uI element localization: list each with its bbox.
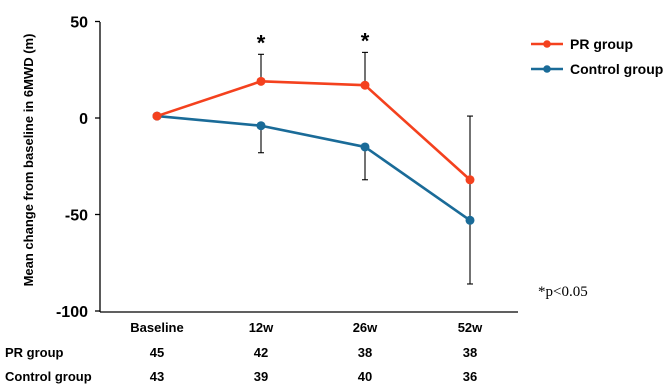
table-cell: 38: [358, 345, 372, 360]
table-row-label: PR group: [5, 345, 64, 360]
y-axis-label: Mean change from baseline in 6MWD (m): [21, 34, 36, 287]
data-point: [465, 175, 475, 185]
data-point: [360, 80, 370, 90]
y-tick-label: 50: [70, 15, 88, 32]
x-category-labels: Baseline 12w 26w 52w: [130, 320, 483, 335]
data-point: [360, 142, 370, 152]
data-point: [152, 111, 162, 121]
p-value-annotation: *p<0.05: [538, 284, 588, 300]
legend-label: Control group: [570, 61, 663, 77]
table-cell: 42: [254, 345, 268, 360]
legend: PR group Control group: [531, 36, 663, 77]
legend-marker: [543, 65, 551, 73]
error-bars: [258, 51, 473, 285]
table-cell: 40: [358, 369, 372, 384]
chart-axes: [99, 22, 518, 313]
y-ticks: 50 0 -50 -100: [56, 15, 100, 321]
significance-star: *: [257, 30, 266, 55]
legend-label: PR group: [570, 36, 633, 52]
legend-marker: [543, 40, 551, 48]
y-tick-label: -100: [56, 304, 88, 321]
table-cell: 36: [463, 369, 477, 384]
series-line-control-group: [156, 114, 471, 222]
data-point: [465, 215, 475, 225]
table-cell: 38: [463, 345, 477, 360]
x-tick-label: Baseline: [130, 320, 183, 335]
y-tick-label: 0: [79, 111, 88, 128]
series-group: [152, 76, 475, 225]
significance-markers: * *: [257, 28, 370, 55]
x-tick-label: 52w: [458, 320, 483, 335]
table-cell: 45: [150, 345, 164, 360]
n-table: PR group 45 42 38 38 Control group 43 39 40 36: [5, 345, 477, 384]
data-point: [256, 121, 266, 131]
table-cell: 39: [254, 369, 268, 384]
x-tick-label: 26w: [353, 320, 378, 335]
data-point: [256, 76, 266, 86]
y-tick-label: -50: [65, 208, 88, 225]
significance-star: *: [361, 28, 370, 53]
x-tick-label: 12w: [249, 320, 274, 335]
table-row-label: Control group: [5, 369, 92, 384]
series-line-pr-group: [156, 80, 471, 181]
table-cell: 43: [150, 369, 164, 384]
